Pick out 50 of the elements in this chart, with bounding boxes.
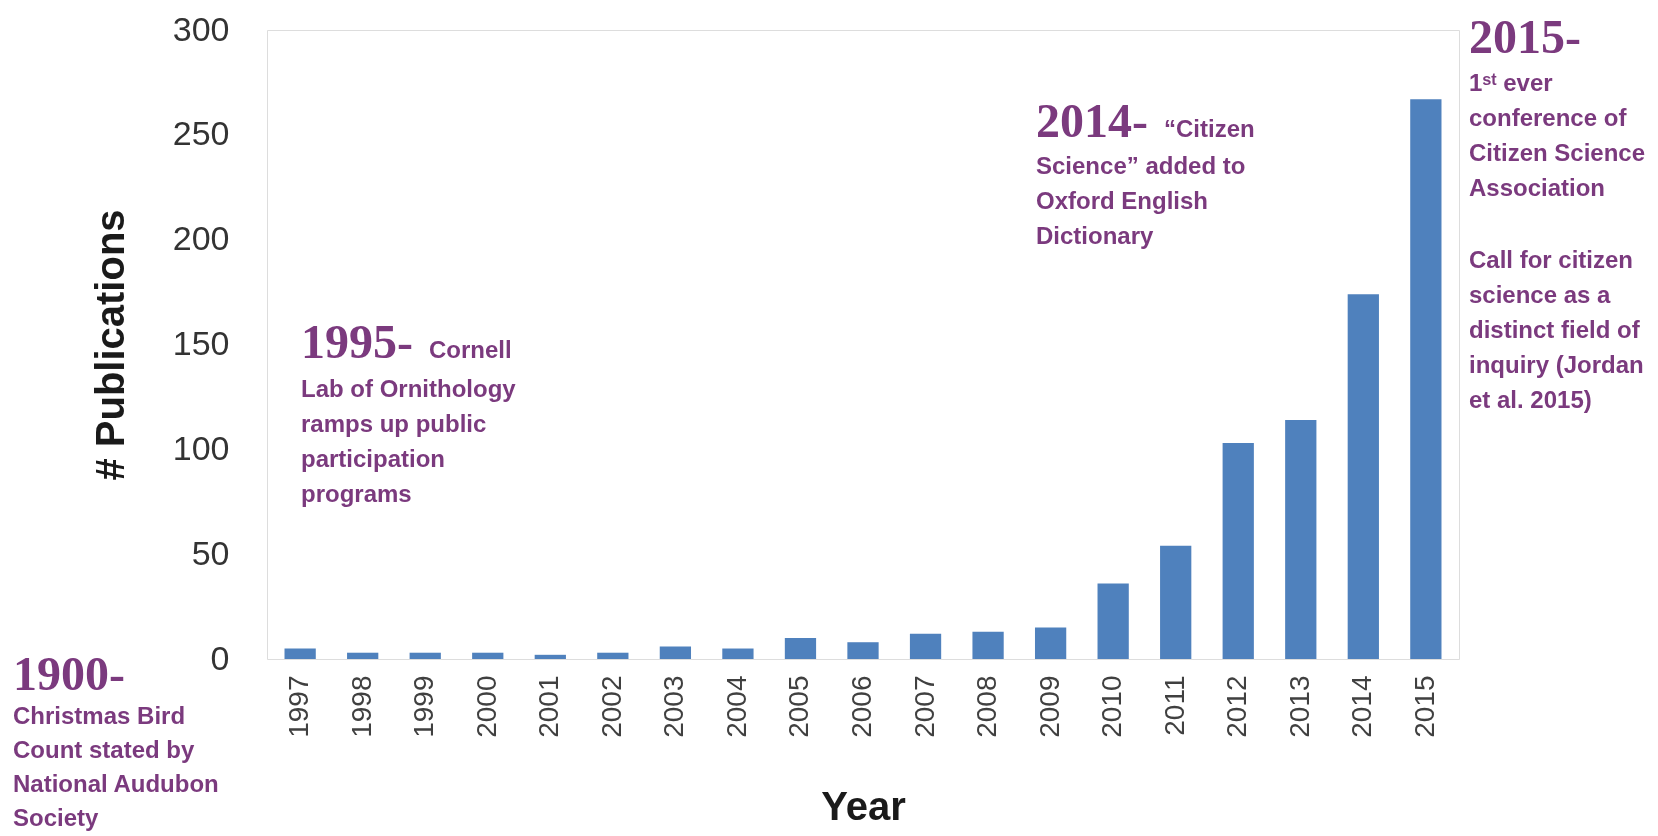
bar [1097,583,1129,659]
bar [659,646,692,659]
bar [1410,99,1442,659]
x-tick-label: 2010 [1096,675,1128,738]
text: 2015- 1ˢᵗ ever conference of Citizen Science Association [1469,10,1646,201]
x-tick-label: 1998 [345,675,377,738]
y-tick-label: 100 [172,428,230,467]
annotation: 2014- “Citizen Science” added to Oxford English Dictionary [1036,94,1255,249]
x-tick-label: 1999 [408,675,440,738]
bar [472,652,504,659]
bar [847,642,879,659]
x-tick-label: 2004 [720,675,752,738]
y-tick-label: 300 [172,9,230,48]
x-tick-label: 2011 [1158,675,1190,736]
bar [1222,443,1254,659]
y-tick-label: 250 [172,114,230,153]
x-tick-label: 2000 [470,675,502,738]
y-tick-label: 50 [191,533,230,572]
bar [722,648,754,659]
x-tick-label: 2005 [783,675,815,738]
x-tick-label: 2009 [1033,675,1065,738]
bar [1160,545,1192,659]
x-tick-label: 2015 [1408,675,1440,738]
x-axis-title: Year [821,783,906,828]
bar [784,638,817,659]
x-tick-label: 1997 [283,675,315,738]
x-tick-label: 2013 [1283,675,1315,738]
bar [1347,294,1379,659]
bar [409,652,441,659]
x-tick-label: 2002 [595,675,627,738]
bar [972,631,1004,659]
bar [1034,627,1067,659]
text: Call for citizen science as a distinct field of inquiry (Jordan et al. 2015) [1469,246,1644,413]
y-axis-title: # Publications [87,209,132,481]
y-tick-label: 150 [172,324,230,362]
x-tick-label: 2001 [533,675,565,738]
x-tick-label: 2008 [971,675,1003,738]
x-tick-label: 2003 [658,675,690,738]
x-tick-label: 2012 [1221,675,1253,738]
bar [534,654,566,659]
x-tick-label: 2014 [1346,675,1378,738]
y-tick-label: 200 [172,219,230,258]
bar [284,648,316,659]
x-tick-label: 2007 [908,675,940,738]
bar [347,652,379,659]
bar [1285,419,1317,659]
annotation: 1995- Cornell Lab of Ornithology ramps up public participation programs [301,315,517,507]
bar [597,652,629,659]
x-tick-label: 2006 [846,675,877,738]
bar [909,633,942,659]
